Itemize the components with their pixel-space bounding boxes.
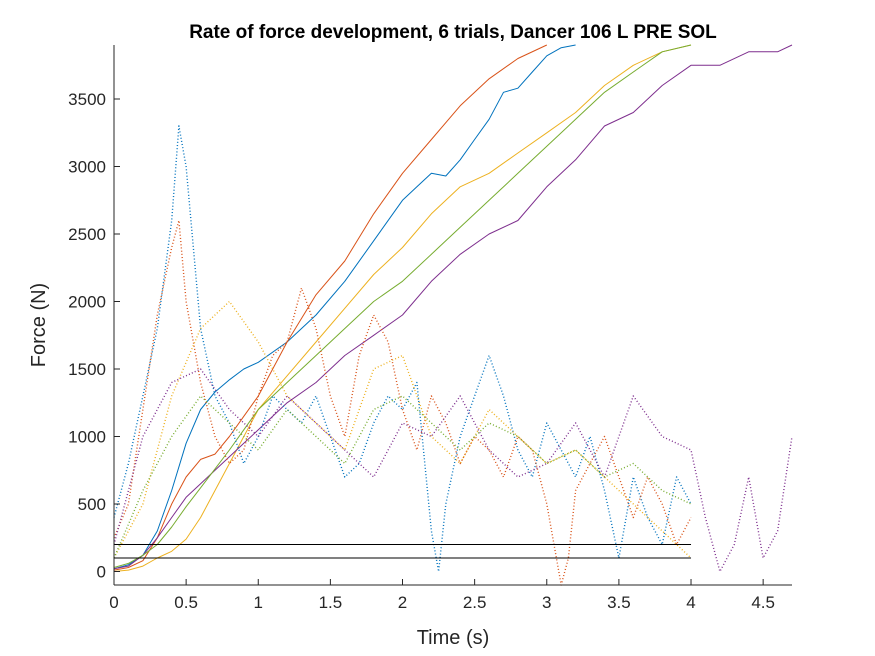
series-line-3-solid: [113, 44, 692, 572]
x-tick-label: 4: [686, 593, 695, 612]
y-tick-label: 0: [97, 563, 106, 582]
series-line-10-dotted: [113, 395, 692, 559]
series-line-4-solid: [113, 44, 793, 570]
chart-title: Rate of force development, 6 trials, Dan…: [189, 22, 717, 43]
ticks: 0 0.5 1 1.5 2 2.5 3 3.5 4 4.5 0 500 1000 1500 2000 2500…: [68, 90, 775, 612]
y-tick-label: 2500: [68, 225, 106, 244]
x-tick-label: 3: [542, 593, 551, 612]
series-line-2-solid: [113, 44, 548, 571]
y-tick-label: 3500: [68, 90, 106, 109]
x-tick-label: 4.5: [751, 593, 775, 612]
x-tick-label: 1.5: [319, 593, 343, 612]
x-tick-label: 0.5: [174, 593, 198, 612]
x-tick-label: 2: [398, 593, 407, 612]
series-line-5-solid: [113, 44, 692, 568]
x-axis-label: Time (s): [417, 627, 490, 649]
series-line-1-solid: [113, 44, 576, 570]
y-tick-label: 1500: [68, 360, 106, 379]
x-tick-label: 2.5: [463, 593, 487, 612]
y-tick-label: 500: [78, 495, 106, 514]
x-tick-label: 1: [254, 593, 263, 612]
plot-area: [114, 45, 792, 585]
axes: [113, 45, 792, 586]
y-tick-label: 2000: [68, 293, 106, 312]
series-line-8-dotted: [113, 300, 692, 559]
x-tick-label: 0: [109, 593, 118, 612]
reference-lines: [114, 544, 692, 559]
y-axis-label: Force (N): [28, 283, 50, 367]
y-tick-label: 1000: [68, 428, 106, 447]
x-tick-label: 3.5: [607, 593, 631, 612]
series-layer: [113, 44, 793, 586]
y-tick-label: 3000: [68, 158, 106, 177]
series-line-7-dotted: [113, 219, 692, 586]
